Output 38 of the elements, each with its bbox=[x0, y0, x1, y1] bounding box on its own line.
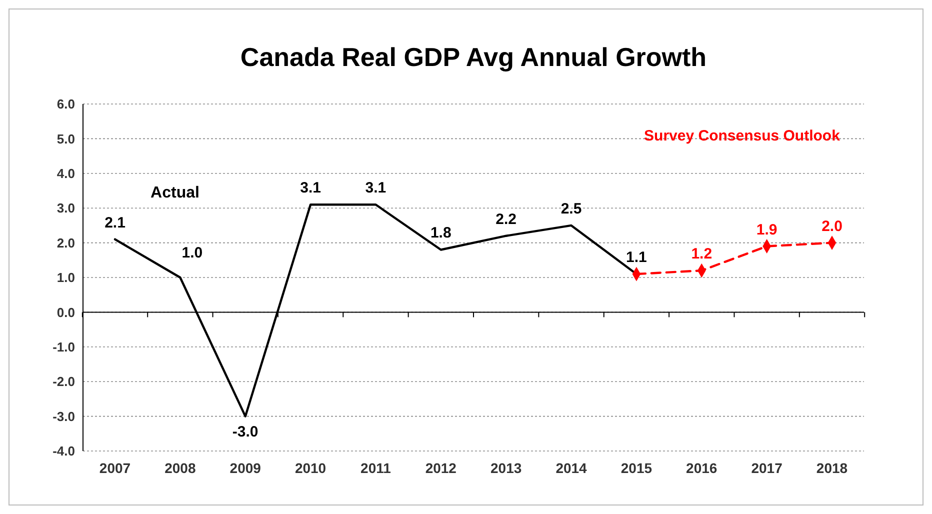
y-tick-label: 4.0 bbox=[56, 166, 75, 181]
x-tick-label: 2013 bbox=[490, 460, 522, 476]
data-label: 2.2 bbox=[496, 210, 517, 228]
data-label: 1.1 bbox=[626, 249, 647, 266]
y-tick-label: 6.0 bbox=[56, 96, 75, 112]
x-tick-label: 2014 bbox=[556, 460, 588, 476]
y-tick-label: 5.0 bbox=[56, 131, 75, 146]
y-tick-label: 1.0 bbox=[56, 270, 75, 286]
data-label: 1.8 bbox=[430, 224, 452, 242]
y-tick-label: 0.0 bbox=[56, 304, 75, 320]
x-tick-label: 2017 bbox=[751, 460, 783, 476]
x-tick-label: 2008 bbox=[164, 460, 196, 476]
data-label: 2.1 bbox=[104, 214, 126, 232]
text: Actual bbox=[150, 184, 200, 202]
x-tick-label: 2009 bbox=[230, 460, 262, 476]
data-label: -3.0 bbox=[232, 423, 258, 440]
data-label: 3.1 bbox=[365, 180, 386, 197]
y-tick-label: 3.0 bbox=[56, 200, 75, 216]
y-tick-label: -4.0 bbox=[52, 444, 75, 459]
y-tick-label: 2.0 bbox=[56, 235, 75, 250]
chart-title: Canada Real GDP Avg Annual Growth bbox=[240, 42, 707, 72]
x-tick-label: 2018 bbox=[816, 460, 848, 476]
data-label: 1.0 bbox=[182, 244, 203, 262]
x-tick-label: 2007 bbox=[99, 460, 131, 476]
text: Survey Consensus Outlook bbox=[644, 127, 841, 144]
x-tick-label: 2015 bbox=[620, 460, 652, 476]
y-tick-label: -1.0 bbox=[52, 339, 75, 354]
y-tick-label: -3.0 bbox=[52, 408, 75, 424]
data-label: 2.5 bbox=[560, 200, 582, 218]
data-label: 2.0 bbox=[822, 218, 842, 235]
data-label: 1.2 bbox=[691, 246, 712, 263]
x-tick-label: 2010 bbox=[294, 460, 326, 476]
x-tick-label: 2016 bbox=[686, 460, 718, 476]
data-label: 3.1 bbox=[300, 180, 321, 197]
x-tick-label: 2012 bbox=[425, 460, 457, 476]
x-tick-label: 2011 bbox=[360, 460, 392, 476]
y-tick-label: -2.0 bbox=[52, 374, 75, 390]
data-label: 1.9 bbox=[756, 221, 778, 238]
